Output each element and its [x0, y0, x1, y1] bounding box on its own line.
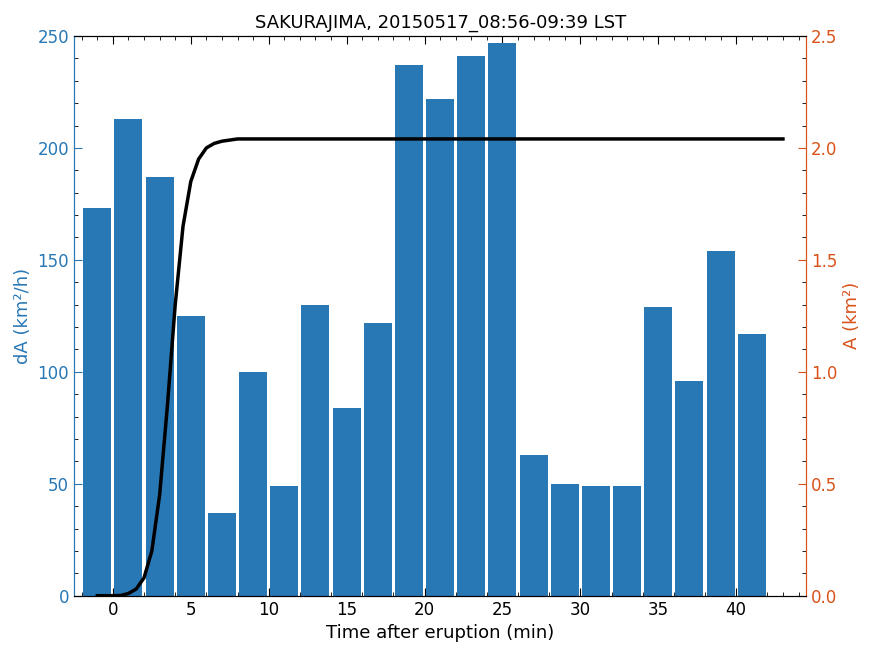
- Bar: [550, 483, 578, 596]
- X-axis label: Time after eruption (min): Time after eruption (min): [326, 624, 554, 642]
- Bar: [270, 486, 298, 596]
- Y-axis label: dA (km²/h): dA (km²/h): [14, 268, 31, 364]
- Bar: [458, 56, 486, 596]
- Bar: [177, 316, 205, 596]
- Bar: [488, 43, 516, 596]
- Bar: [707, 251, 735, 596]
- Title: SAKURAJIMA, 20150517_08:56-09:39 LST: SAKURAJIMA, 20150517_08:56-09:39 LST: [255, 14, 626, 32]
- Y-axis label: A (km²): A (km²): [844, 282, 861, 350]
- Bar: [145, 177, 173, 596]
- Bar: [302, 304, 330, 596]
- Bar: [582, 486, 610, 596]
- Bar: [426, 98, 454, 596]
- Bar: [364, 323, 392, 596]
- Bar: [83, 209, 111, 596]
- Bar: [332, 407, 360, 596]
- Bar: [239, 372, 267, 596]
- Bar: [208, 513, 236, 596]
- Bar: [644, 307, 672, 596]
- Bar: [520, 455, 548, 596]
- Bar: [395, 65, 423, 596]
- Bar: [115, 119, 143, 596]
- Bar: [613, 486, 641, 596]
- Bar: [738, 334, 766, 596]
- Bar: [676, 380, 704, 596]
